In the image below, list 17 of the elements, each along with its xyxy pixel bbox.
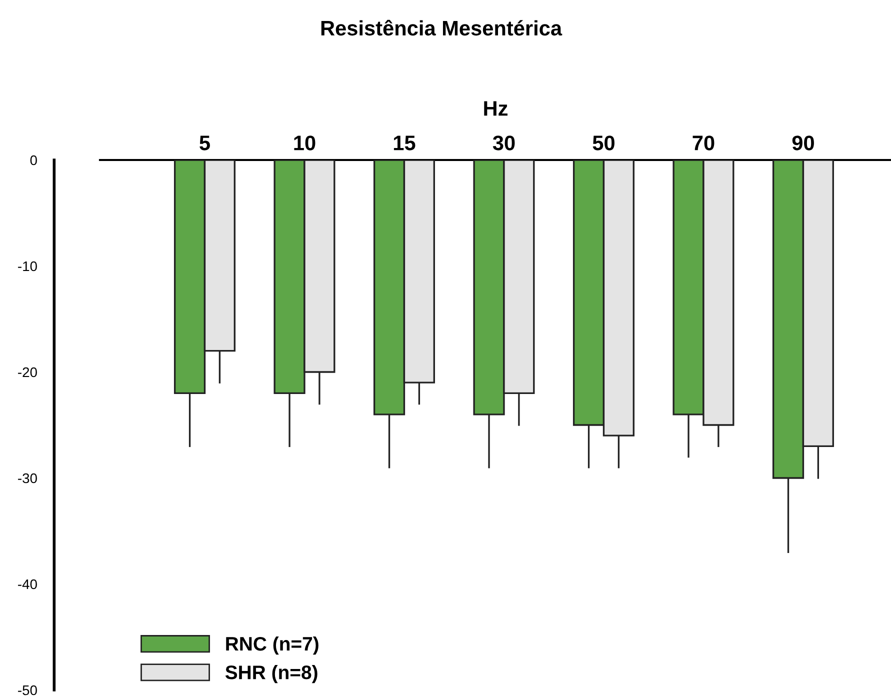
y-tick-label: -30 — [18, 473, 37, 484]
x-axis-title: Hz — [484, 101, 508, 116]
x-tick-label: 70 — [692, 136, 714, 150]
y-tick-label: -50 — [18, 685, 37, 696]
y-tick-label: -10 — [18, 261, 37, 272]
y-tick-label: 0 — [30, 155, 37, 166]
y-tick-label: -40 — [18, 579, 37, 590]
x-tick-label: 50 — [592, 136, 614, 150]
x-tick-label: 90 — [792, 136, 814, 150]
x-tick-label: 10 — [294, 136, 316, 150]
x-tick-label: 15 — [394, 136, 416, 150]
legend-label: RNC (n=7) — [226, 636, 318, 655]
x-tick-label: 30 — [492, 136, 515, 150]
legend-label: SHR (n=8) — [225, 664, 318, 684]
y-tick-label: -20 — [18, 367, 37, 378]
chart-title: Resistência Mesentérica — [321, 20, 562, 36]
x-tick-label: 5 — [200, 136, 210, 150]
